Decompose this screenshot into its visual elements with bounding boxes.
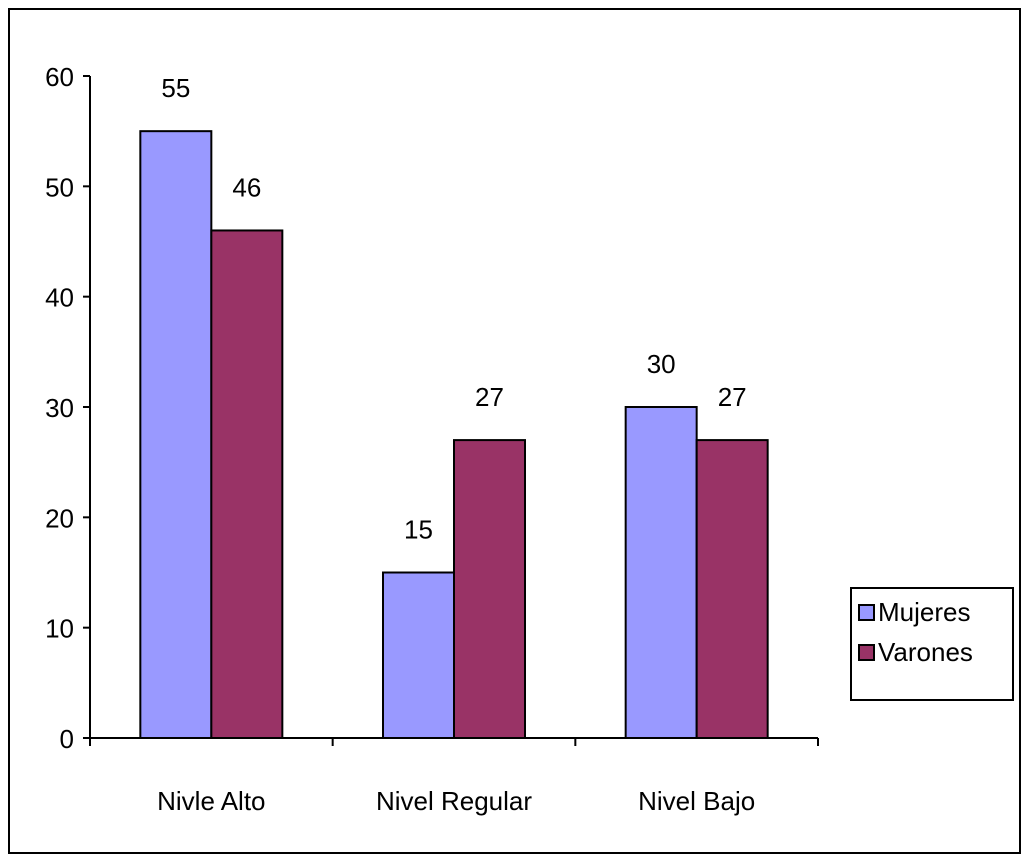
bar-varones-3 [697, 440, 768, 738]
y-tick-label: 10 [45, 614, 74, 644]
bars-layer [140, 131, 767, 738]
legend-label-varones: Varones [878, 637, 973, 667]
y-tick-label: 40 [45, 283, 74, 313]
data-label: 30 [647, 349, 676, 379]
y-tick-label: 0 [60, 724, 74, 754]
y-tick-label: 50 [45, 172, 74, 202]
legend-label-mujeres: Mujeres [878, 597, 970, 627]
y-tick-label: 60 [45, 62, 74, 92]
data-label: 55 [161, 73, 190, 103]
bar-varones-1 [211, 230, 282, 738]
legend-swatch-mujeres [859, 605, 874, 620]
bar-varones-2 [454, 440, 525, 738]
x-category-label: Nivle Alto [157, 786, 265, 816]
legend-swatch-varones [859, 645, 874, 660]
y-tick-label: 30 [45, 393, 74, 423]
bar-mujeres-1 [140, 131, 211, 738]
x-category-label: Nivel Regular [376, 786, 532, 816]
data-label: 15 [404, 515, 433, 545]
y-tick-label: 20 [45, 503, 74, 533]
data-label: 27 [475, 382, 504, 412]
legend: Mujeres Varones [851, 588, 1013, 700]
bar-mujeres-2 [383, 573, 454, 739]
bar-mujeres-3 [626, 407, 697, 738]
data-label: 27 [718, 382, 747, 412]
data-label: 46 [232, 172, 261, 202]
x-category-label: Nivel Bajo [638, 786, 755, 816]
